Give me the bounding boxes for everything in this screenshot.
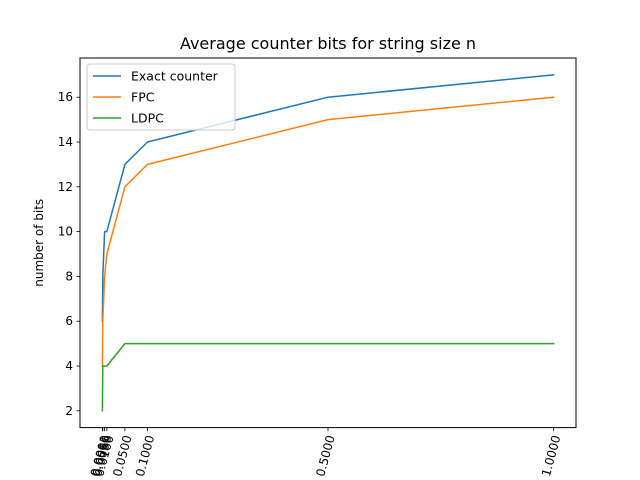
- y-axis: 2 4 6 8 10 12 14 16: [58, 90, 80, 418]
- legend-label-0: Exact counter: [131, 69, 219, 84]
- y-axis-label: number of bits: [32, 199, 46, 287]
- y-tick-label: 12: [58, 180, 73, 194]
- y-tick-label: 4: [65, 359, 73, 373]
- legend-box: [86, 63, 236, 131]
- series-line-1: [101, 96, 555, 367]
- y-tick-label: 10: [58, 225, 73, 239]
- legend-label-1: FPC: [131, 90, 155, 105]
- y-tick-label: 8: [65, 269, 73, 283]
- legend-label-2: LDPC: [131, 111, 164, 126]
- y-tick-label: 6: [65, 314, 73, 328]
- legend: Exact counter FPC LDPC: [86, 63, 236, 131]
- y-tick-label: 2: [65, 404, 73, 418]
- chart-title: Average counter bits for string size n: [180, 34, 476, 53]
- series-line-2: [101, 342, 555, 412]
- series-line-0: [101, 73, 555, 322]
- y-tick-label: 16: [58, 90, 73, 104]
- y-tick-label: 14: [58, 135, 73, 149]
- series-layer: [101, 73, 555, 412]
